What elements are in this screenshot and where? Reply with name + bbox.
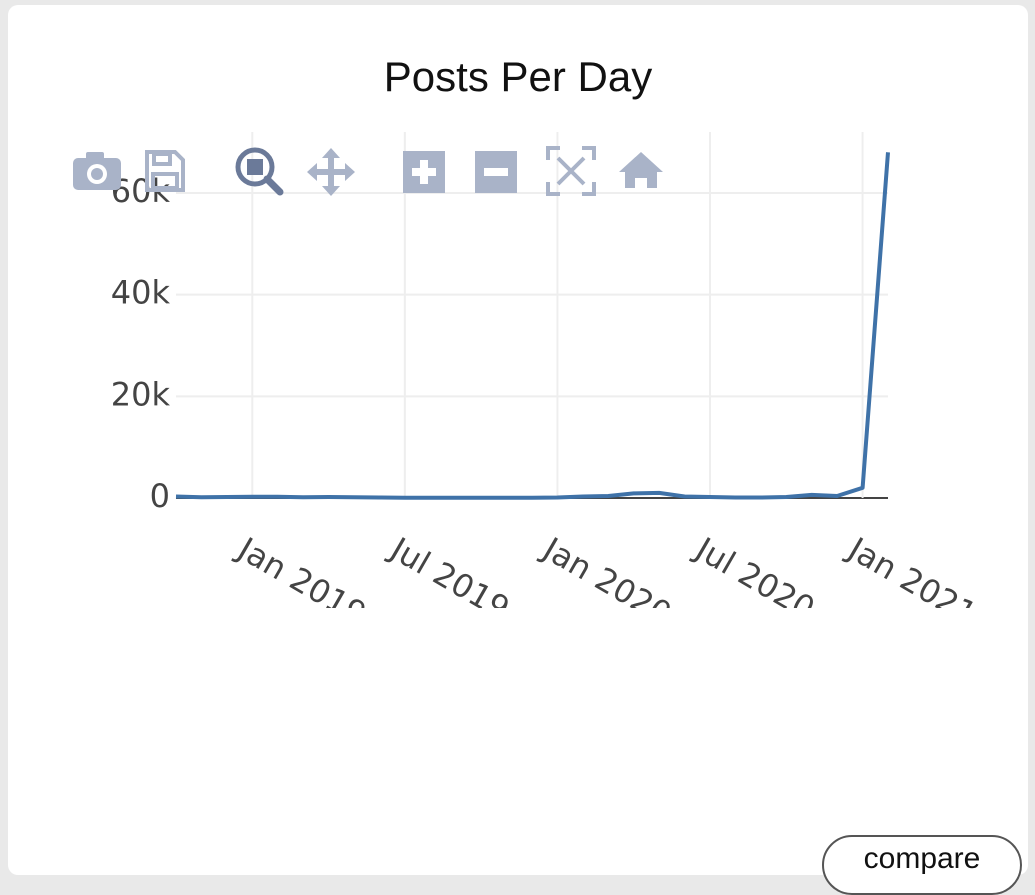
data-line	[175, 152, 890, 500]
x-tick-label: Jul 2020	[688, 529, 822, 628]
y-tick-label: 0	[150, 477, 170, 515]
chart-title: Posts Per Day	[384, 53, 652, 100]
pan-button[interactable]	[307, 148, 355, 196]
modebar	[73, 146, 663, 196]
x-tick-label: Jan 2019	[230, 529, 373, 633]
zoom-button[interactable]	[235, 147, 284, 196]
zoom-in-button[interactable]	[403, 151, 445, 193]
zoom-out-button[interactable]	[475, 151, 517, 193]
x-axis-labels: Jan 2019 Jul 2019 Jan 2020 Jul 2020 Jan 2021	[230, 529, 983, 633]
y-tick-label: 40k	[111, 274, 171, 312]
page: {"chart_data": {"type": "line", "title":…	[8, 5, 1028, 895]
x-tick-label: Jul 2019	[383, 529, 517, 628]
plot	[175, 152, 890, 500]
compare-button[interactable]: compare	[822, 835, 1022, 895]
save-button[interactable]	[145, 150, 185, 192]
home-button[interactable]	[619, 152, 663, 188]
card	[8, 5, 1028, 875]
x-tick-label: Jan 2020	[535, 529, 678, 633]
camera-button[interactable]	[73, 152, 121, 190]
y-tick-label: 20k	[111, 375, 171, 413]
x-tick-label: Jan 2021	[840, 529, 983, 633]
autoscale-button[interactable]	[546, 146, 596, 196]
grid	[176, 132, 888, 499]
